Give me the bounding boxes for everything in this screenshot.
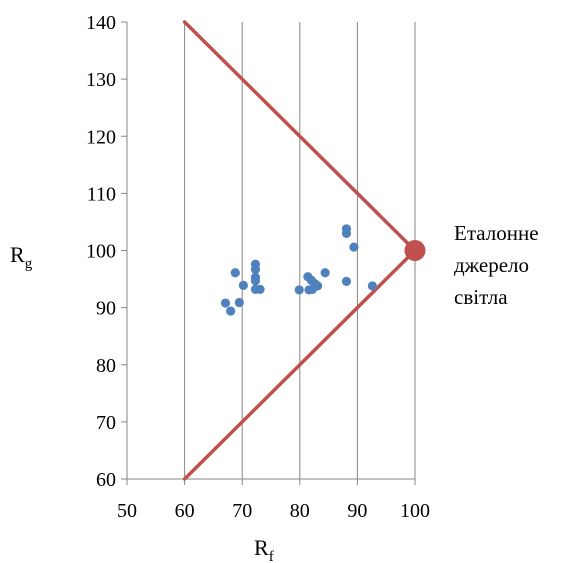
y-tick-label-70: 70 xyxy=(96,412,116,434)
x-tick-labels: 50 60 70 80 90 100 xyxy=(117,479,430,522)
annotation-line-3: світла xyxy=(454,285,508,309)
data-point xyxy=(313,281,323,291)
reference-point-marker xyxy=(404,240,426,261)
annotation-line-1: Еталонне xyxy=(454,221,539,245)
data-point xyxy=(367,281,377,291)
data-point xyxy=(220,298,231,308)
x-tick-label-50: 50 xyxy=(117,500,137,522)
x-tick-label-80: 80 xyxy=(290,500,310,522)
data-point xyxy=(238,280,248,290)
data-point xyxy=(341,276,352,286)
boundary-line-upper xyxy=(182,20,417,253)
y-tick-label-100: 100 xyxy=(86,241,116,263)
x-axis-title: Rf xyxy=(254,535,274,563)
y-tick-labels: 60 70 80 90 100 110 120 130 140 xyxy=(86,12,127,491)
data-points xyxy=(220,224,377,316)
data-point xyxy=(341,228,352,238)
y-tick-label-140: 140 xyxy=(86,12,116,34)
x-tick-label-60: 60 xyxy=(175,500,195,522)
data-point xyxy=(230,268,240,278)
boundary-line-lower xyxy=(182,248,417,481)
data-point xyxy=(294,285,304,295)
y-tick-label-90: 90 xyxy=(96,298,116,320)
y-tick-label-110: 110 xyxy=(87,183,116,205)
data-point xyxy=(255,284,265,294)
data-point xyxy=(226,306,236,316)
grid-lines xyxy=(184,22,416,479)
x-tick-label-70: 70 xyxy=(232,500,252,522)
y-tick-label-120: 120 xyxy=(86,126,116,148)
x-tick-label-90: 90 xyxy=(347,500,367,522)
data-point xyxy=(320,268,330,278)
data-point xyxy=(234,297,244,308)
annotation-reference-source: Еталонне джерело світла xyxy=(454,221,539,309)
axes xyxy=(126,22,415,480)
data-point xyxy=(349,242,359,252)
y-axis-title: Rg xyxy=(10,242,33,272)
reference-point xyxy=(404,240,426,261)
x-tick-label-100: 100 xyxy=(400,500,430,522)
data-point xyxy=(250,264,261,274)
y-tick-label-80: 80 xyxy=(96,355,116,377)
annotation-line-2: джерело xyxy=(454,253,529,277)
y-tick-label-60: 60 xyxy=(96,469,116,491)
y-tick-label-130: 130 xyxy=(86,69,116,91)
boundary-lines xyxy=(182,20,417,481)
data-point xyxy=(250,276,261,286)
